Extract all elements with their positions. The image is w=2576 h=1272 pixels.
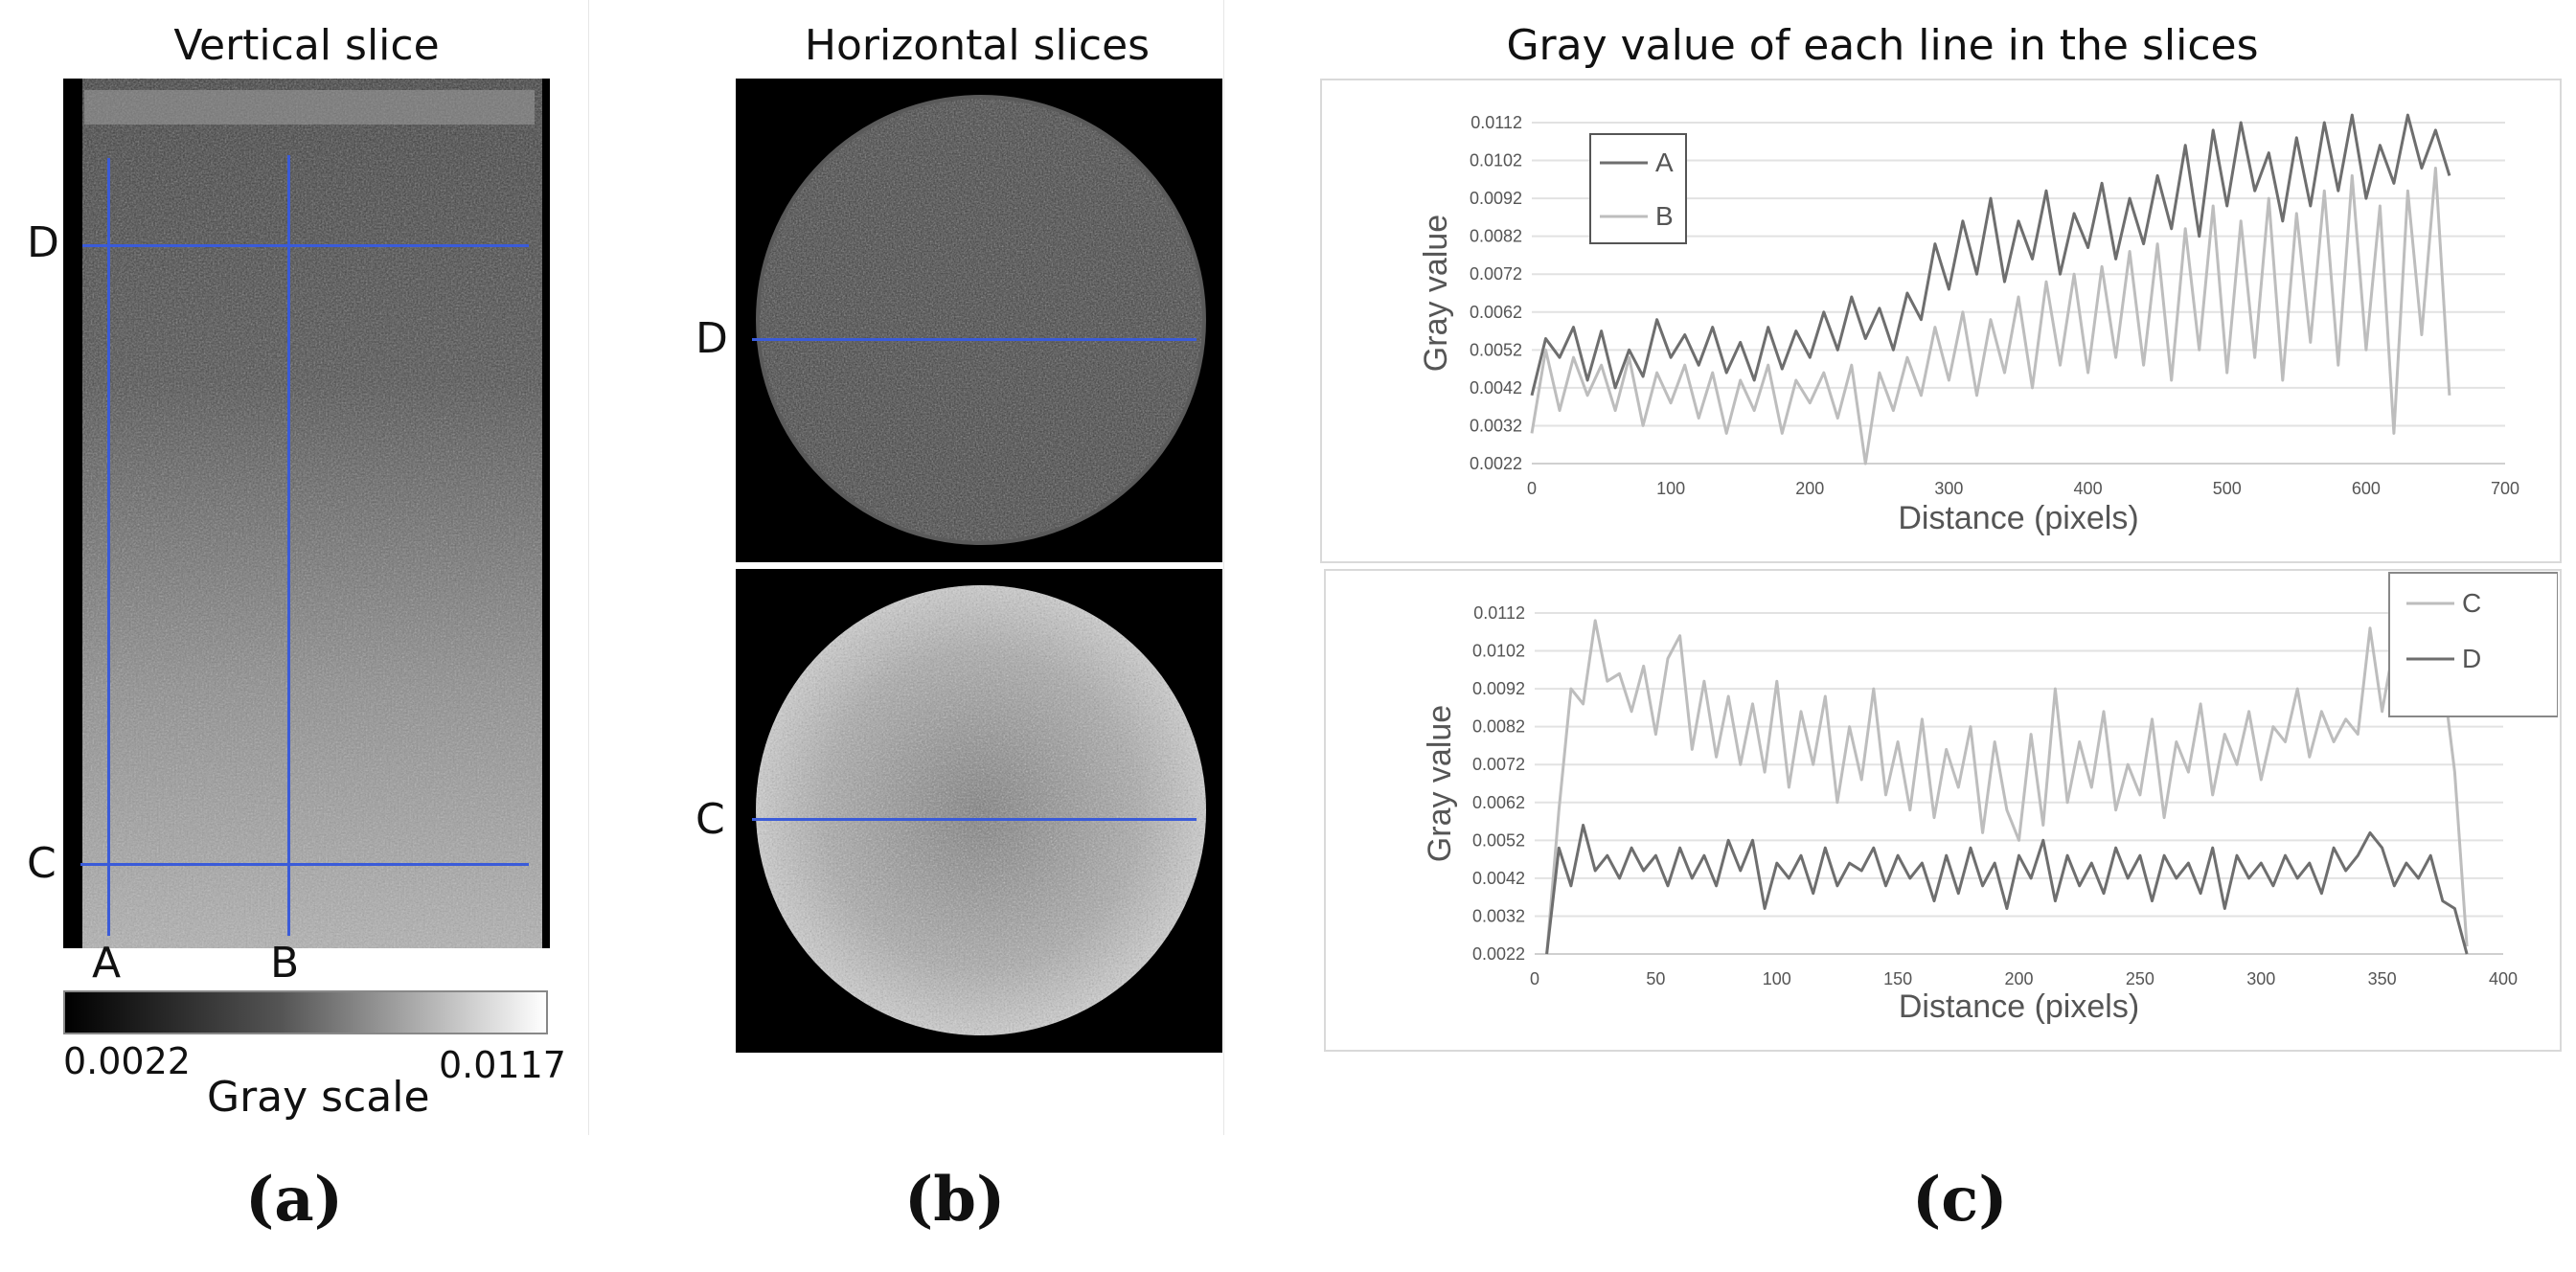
colorbar-caption: Gray scale [207, 1073, 430, 1122]
y-tick-label: 0.0062 [1470, 303, 1522, 322]
line-a [107, 158, 110, 936]
colorbar-max-label: 0.0117 [439, 1044, 566, 1086]
x-tick-label: 400 [2489, 969, 2518, 988]
chart-ab: 0.0022 0.0032 0.0042 0.0052 0.0062 0.0072 0.00… [1418, 113, 2519, 536]
series-line-b [1530, 167, 2451, 466]
colorbar-min-label: 0.0022 [63, 1040, 191, 1082]
chart-cd-frame [1324, 569, 2562, 1052]
line-c [80, 863, 529, 866]
vertical-slice-image [63, 79, 550, 948]
x-tick-label: 300 [1934, 479, 1963, 498]
label-d-vertical: D [27, 218, 59, 267]
legend-box [1589, 133, 1687, 244]
y-tick-label: 0.0072 [1470, 264, 1522, 284]
y-tick-label: 0.0082 [1472, 717, 1525, 737]
legend-label-a: A [1655, 148, 1674, 177]
x-axis-title: Distance (pixels) [1898, 500, 2138, 536]
y-tick-label: 0.0112 [1470, 113, 1522, 132]
y-axis-title: Gray value [1418, 215, 1454, 372]
legend-label-b: B [1655, 201, 1674, 231]
line-d-horizontal [752, 338, 1197, 341]
x-tick-label: 200 [1795, 479, 1824, 498]
x-tick-label: 250 [2126, 969, 2154, 988]
y-tick-label: 0.0052 [1470, 340, 1522, 359]
chart-ab-frame [1320, 79, 2562, 563]
x-tick-label: 500 [2213, 479, 2242, 498]
x-tick-label: 0 [1527, 479, 1537, 498]
y-tick-label: 0.0032 [1470, 416, 1522, 435]
y-tick-label: 0.0092 [1470, 189, 1522, 208]
divider-b-c [1223, 0, 1224, 1135]
x-tick-label: 100 [1763, 969, 1791, 988]
panel-c-title: Gray value of each line in the slices [1506, 21, 2259, 70]
panel-a-title: Vertical slice [173, 21, 440, 70]
y-tick-label: 0.0072 [1472, 755, 1525, 774]
horizontal-slice-d-image [736, 79, 1222, 562]
x-tick-label: 200 [2004, 969, 2033, 988]
line-c-horizontal [752, 818, 1197, 821]
label-d-horizontal: D [695, 314, 728, 363]
horizontal-slice-c-image [736, 569, 1222, 1053]
x-tick-label: 400 [2074, 479, 2103, 498]
x-tick-label: 50 [1646, 969, 1665, 988]
label-a: A [92, 939, 122, 988]
label-c-horizontal: C [695, 795, 725, 844]
y-tick-label: 0.0102 [1472, 642, 1525, 661]
legend-box [2388, 572, 2558, 717]
panel-b-title: Horizontal slices [804, 21, 1151, 70]
chart-cd: 0.0022 0.0032 0.0042 0.0052 0.0062 0.0072 0.00… [1422, 572, 2558, 1025]
legend-label-d: D [2462, 644, 2481, 673]
x-tick-label: 150 [1883, 969, 1912, 988]
y-tick-label: 0.0042 [1472, 869, 1525, 888]
line-b [287, 155, 290, 936]
x-tick-label: 350 [2368, 969, 2397, 988]
x-tick-label: 700 [2491, 479, 2519, 498]
series-line-d [1545, 824, 2469, 955]
y-tick-label: 0.0052 [1472, 830, 1525, 850]
y-tick-label: 0.0022 [1470, 454, 1522, 473]
x-tick-label: 100 [1656, 479, 1685, 498]
y-tick-label: 0.0112 [1473, 603, 1525, 623]
x-axis-title: Distance (pixels) [1899, 988, 2139, 1025]
y-tick-label: 0.0102 [1470, 151, 1522, 170]
subfigure-label-c: (c) [1912, 1164, 2008, 1236]
y-tick-label: 0.0082 [1470, 227, 1522, 246]
y-tick-label: 0.0032 [1472, 906, 1525, 925]
subfigure-label-a: (a) [245, 1164, 344, 1236]
x-tick-label: 0 [1530, 969, 1539, 988]
y-tick-label: 0.0092 [1472, 679, 1525, 698]
y-tick-label: 0.0022 [1472, 944, 1525, 964]
x-tick-label: 300 [2246, 969, 2275, 988]
label-c-vertical: C [27, 839, 57, 888]
y-axis-title: Gray value [1422, 705, 1458, 862]
series-line-a [1530, 113, 2451, 397]
divider-a-b [588, 0, 589, 1135]
legend-label-c: C [2462, 588, 2481, 618]
gray-scale-colorbar [63, 990, 548, 1034]
x-tick-label: 600 [2352, 479, 2381, 498]
line-d [82, 244, 529, 247]
series-line-c [1545, 611, 2469, 955]
subfigure-label-b: (b) [904, 1164, 1006, 1236]
label-b: B [270, 939, 300, 988]
y-tick-label: 0.0062 [1472, 793, 1525, 812]
y-tick-label: 0.0042 [1470, 378, 1522, 398]
